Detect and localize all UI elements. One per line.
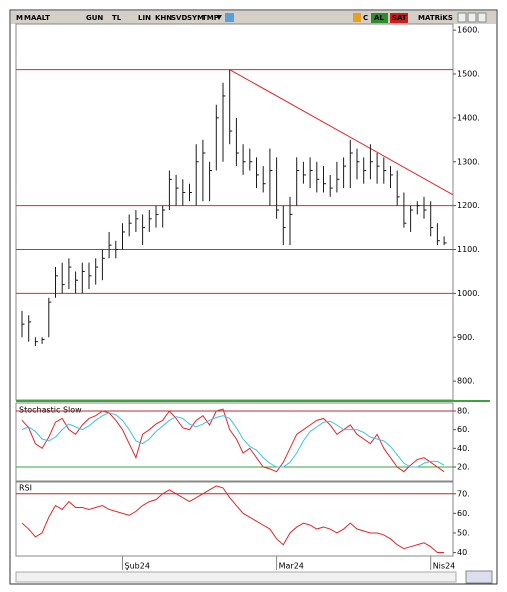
y-tick-label: 1600. [457, 26, 480, 35]
toolbar-button[interactable]: GUN [86, 14, 103, 22]
y-tick-label: 1000. [457, 289, 480, 298]
nav-buttons[interactable] [465, 570, 493, 584]
x-tick-label: Mar24 [279, 562, 304, 571]
y-tick-label: 1100. [457, 245, 480, 254]
scrollbar[interactable] [15, 571, 457, 583]
toolbar-button[interactable]: KHN [155, 14, 172, 22]
indicator-line [21, 408, 445, 473]
toolbar-button[interactable]: AL [374, 14, 384, 22]
sat-bg[interactable] [390, 13, 408, 23]
y-tick-label: 50. [457, 528, 470, 537]
win-btn[interactable] [477, 12, 487, 23]
toolbar-button[interactable]: LIN [138, 14, 151, 22]
y-tick-label: 60. [457, 425, 470, 434]
indicator-line [21, 485, 445, 554]
win-btn[interactable] [467, 12, 477, 23]
toolbar-button[interactable]: SAT [392, 14, 407, 22]
y-tick-label: 70. [457, 489, 470, 498]
tool-icon[interactable] [353, 13, 361, 22]
y-tick-label: 40 [457, 548, 467, 557]
toolbar-button[interactable]: SYM [187, 14, 204, 22]
toolbar-button[interactable]: SVD [171, 14, 187, 22]
x-tick-label: Nis24 [433, 562, 456, 571]
y-tick-label: 1300. [457, 157, 480, 166]
toolbar-button[interactable]: C [363, 14, 368, 22]
panel-title: Stochastic Slow [19, 406, 82, 415]
logo: M [16, 14, 23, 22]
window [9, 9, 498, 585]
rsi-panel [15, 481, 454, 557]
y-tick-label: 60. [457, 509, 470, 518]
win-btn[interactable] [457, 12, 467, 23]
trend-line [229, 69, 454, 196]
y-tick-label: 80. [457, 407, 470, 416]
symbol[interactable]: MAALT [24, 14, 50, 22]
toolbar-button[interactable]: MATRiKS [418, 14, 453, 22]
toolbar-button[interactable]: TMP [202, 14, 219, 22]
stoch-panel [15, 402, 454, 482]
y-tick-label: 40. [457, 444, 470, 453]
y-tick-label: 1500. [457, 70, 480, 79]
dropdown[interactable] [216, 15, 222, 20]
toolbar-button[interactable]: TL [112, 14, 122, 22]
al-bg[interactable] [371, 13, 388, 23]
twitter-icon[interactable] [225, 13, 234, 22]
y-tick-label: 20. [457, 463, 470, 472]
y-tick-label: 900. [457, 333, 475, 342]
panel-title: RSI [19, 484, 32, 493]
x-tick-label: Şub24 [125, 562, 150, 571]
indicator-line [21, 412, 445, 468]
y-tick-label: 1400. [457, 113, 480, 122]
y-tick-label: 800. [457, 377, 475, 386]
y-tick-label: 1200. [457, 201, 480, 210]
